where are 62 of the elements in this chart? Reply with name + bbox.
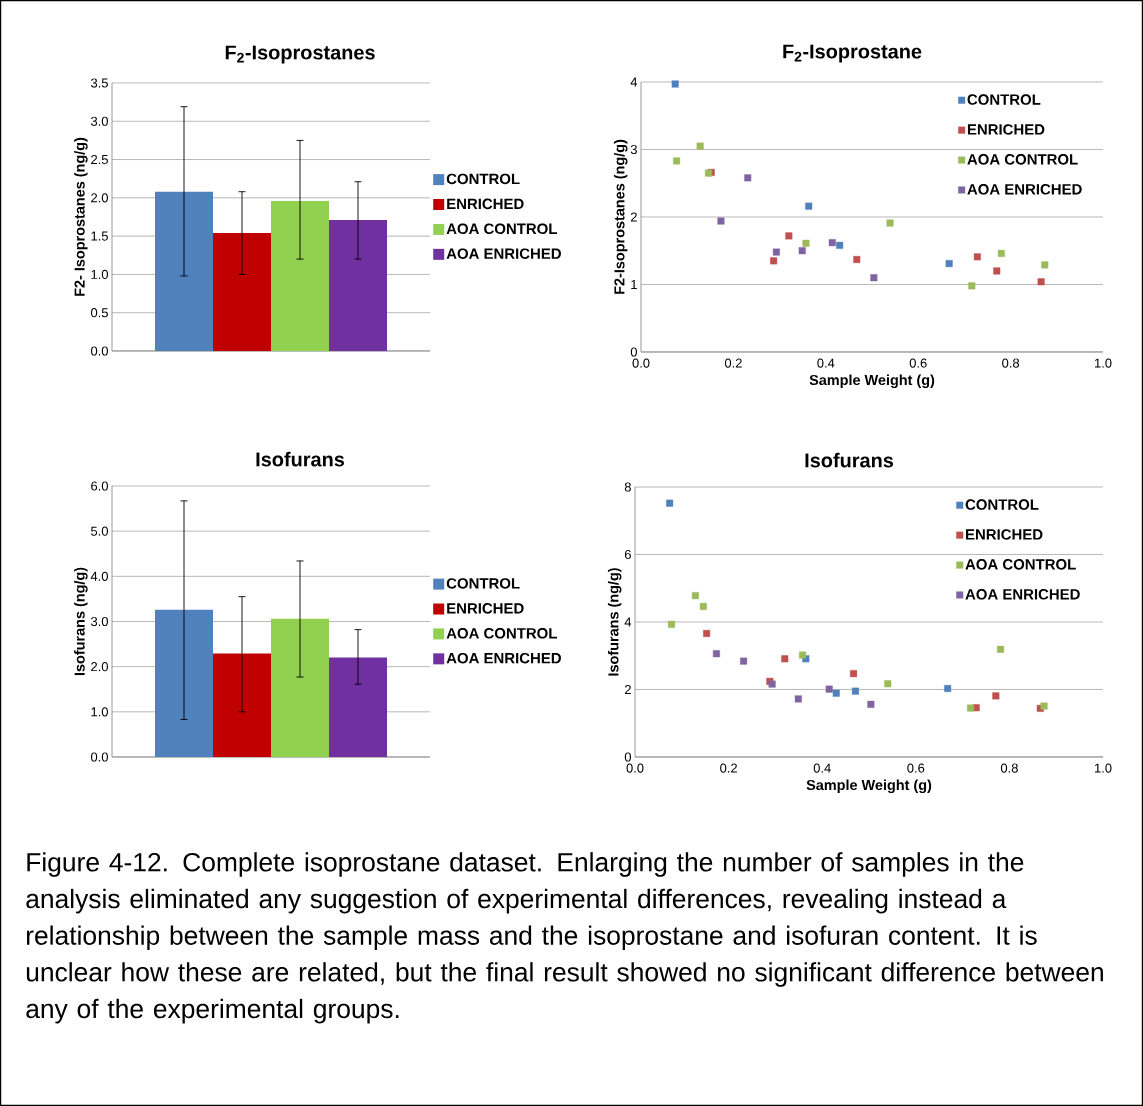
y-tick-label: 2.5 xyxy=(91,154,108,165)
y-tick-label: 4 xyxy=(624,617,632,627)
legend-label: AOA ENRICHED xyxy=(967,184,1082,195)
y-axis-title: Isofurans (ng/g) xyxy=(74,567,88,676)
y-tick-label: 3.5 xyxy=(90,78,108,88)
y-tick-label: 5.0 xyxy=(91,526,108,536)
legend-label: CONTROL xyxy=(446,173,520,185)
y-tick-label: 1.0 xyxy=(91,707,108,717)
legend-label: AOA CONTROL xyxy=(446,627,557,639)
chart-title: Isofurans xyxy=(256,451,345,467)
x-tick-label: 0.2 xyxy=(724,358,742,368)
x-tick-label: 0.4 xyxy=(813,763,831,773)
x-axis-title: Sample Weight (g) xyxy=(806,779,932,794)
x-tick-label: 1.0 xyxy=(1095,763,1112,773)
y-tick-label: 3.0 xyxy=(90,616,108,627)
x-tick-label: 0.2 xyxy=(720,763,737,773)
legend-label: CONTROL xyxy=(967,94,1041,105)
legend-label: AOA CONTROL xyxy=(967,154,1078,165)
chart-title: F$_{2}$-Isoprostane xyxy=(783,44,922,63)
x-tick-label: 1.0 xyxy=(1095,358,1112,368)
legend-label: ENRICHED xyxy=(447,198,524,210)
y-tick-label: 6 xyxy=(624,549,631,560)
y-tick-label: 2 xyxy=(630,212,637,222)
caption: Figure 4-12. Complete isoprostane dataset. Enlarging the number of samples in the analysis eliminated any suggestion of experimental differences, revealing instead a relationship between the sample mass and the isoprostane and isofuran content. It is unclear how these are related, but the final result showed no significant difference between any of the experimental groups. xyxy=(26,852,1103,1024)
legend-label: CONTROL xyxy=(446,578,520,589)
legend-label: ENRICHED xyxy=(967,124,1045,135)
y-tick-label: 1 xyxy=(631,280,637,289)
x-tick-label: 0.4 xyxy=(817,358,835,368)
y-tick-label: 0.5 xyxy=(90,308,108,318)
y-tick-label: 0.0 xyxy=(90,346,108,356)
y-axis-title: Isofurans (ng/g) xyxy=(607,568,622,676)
x-axis-title: Sample Weight (g) xyxy=(809,374,935,389)
x-tick-label: 0.8 xyxy=(1002,358,1020,368)
chart-title: Isofurans xyxy=(805,452,894,468)
legend-label: AOA ENRICHED xyxy=(446,652,561,664)
legend-label: CONTROL xyxy=(965,499,1039,510)
y-tick-label: 2.0 xyxy=(91,662,108,672)
x-tick-label: 0.6 xyxy=(909,358,927,368)
y-tick-label: 0 xyxy=(630,347,637,357)
y-tick-label: 4.0 xyxy=(90,571,108,581)
legend-label: AOA ENRICHED xyxy=(965,589,1080,600)
y-tick-label: 1.0 xyxy=(91,269,108,279)
y-tick-label: 1.5 xyxy=(91,231,108,241)
chart-title: F$_{2}$-Isoprostanes xyxy=(225,45,375,64)
y-tick-label: 8 xyxy=(624,482,631,492)
y-tick-label: 0 xyxy=(624,752,631,762)
x-tick-label: 0.6 xyxy=(907,763,925,773)
y-tick-label: 2 xyxy=(624,684,631,694)
legend-label: AOA CONTROL xyxy=(446,223,557,235)
y-axis-title: F2-Isoprostanes (ng/g) xyxy=(613,139,628,294)
y-tick-label: 2.0 xyxy=(91,193,108,203)
legend-label: AOA CONTROL xyxy=(965,559,1076,570)
y-axis-title: F2- Isoprostanes (ng/g) xyxy=(74,137,88,296)
y-tick-label: 0.0 xyxy=(90,752,108,762)
legend-label: AOA ENRICHED xyxy=(446,248,561,259)
legend-label: ENRICHED xyxy=(966,529,1043,540)
legend-label: ENRICHED xyxy=(447,603,524,614)
y-tick-label: 3 xyxy=(630,144,637,155)
x-tick-label: 0.8 xyxy=(1000,763,1018,773)
y-tick-label: 3.0 xyxy=(90,116,108,126)
y-tick-label: 4 xyxy=(630,77,638,87)
y-tick-label: 6.0 xyxy=(91,481,108,491)
